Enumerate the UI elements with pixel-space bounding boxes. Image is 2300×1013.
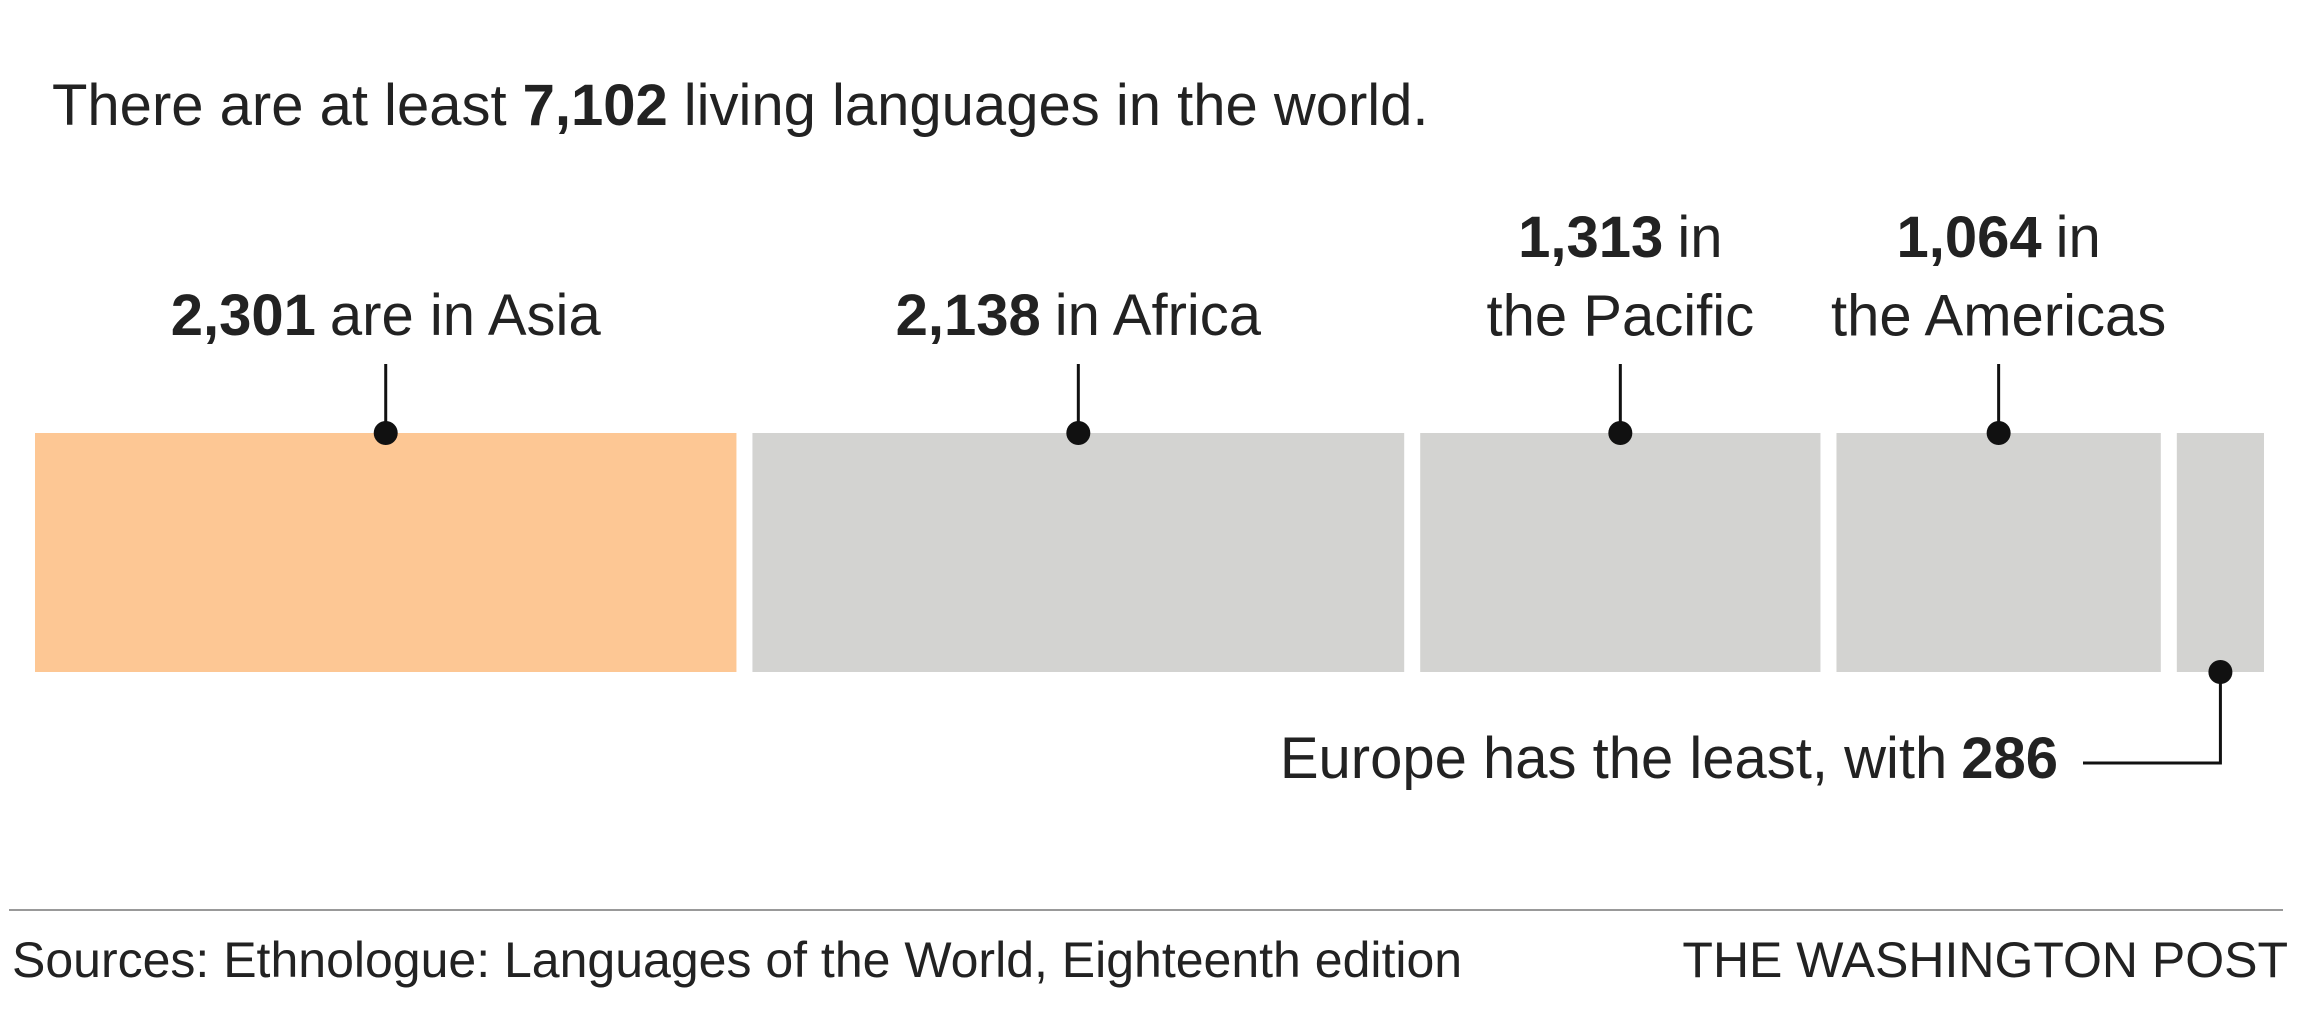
value-label: 2,138 xyxy=(896,283,1041,348)
value-label: 2,301 xyxy=(171,283,316,348)
leader-dot xyxy=(1986,421,2011,445)
chart-title: There are at least 7,102 living languages … xyxy=(52,73,1429,138)
leader-line xyxy=(2083,672,2222,765)
bar-segment xyxy=(1420,433,1821,672)
annotation: Europe has the least, with 286 xyxy=(1280,726,2058,791)
value-label: 286 xyxy=(1961,726,2058,791)
source: Sources: Ethnologue: Languages of the Wo… xyxy=(12,932,1462,988)
leader-dot xyxy=(2208,660,2233,684)
title-text: There are at least xyxy=(52,73,507,138)
value-label: 1,313 xyxy=(1518,205,1663,270)
annotation-text: the Pacific xyxy=(1487,283,1755,348)
annotation-text: in xyxy=(1677,205,1722,270)
annotation: 2,138 in Africa xyxy=(896,283,1262,348)
leader-dot xyxy=(1608,421,1633,445)
bar-segment xyxy=(2176,433,2264,672)
credit: THE WASHINGTON POST xyxy=(1682,932,2288,988)
bar-segment xyxy=(1836,433,2161,672)
annotation: 1,064 in xyxy=(1896,205,2100,270)
leader-dot xyxy=(373,421,398,445)
annotation: 2,301 are in Asia xyxy=(171,283,602,348)
bar-segment xyxy=(35,433,737,672)
bar-segment xyxy=(752,433,1405,672)
leader-dot xyxy=(1066,421,1091,445)
annotation-text: Europe has the least, with xyxy=(1280,726,1947,791)
annotation-text: are in Asia xyxy=(330,283,602,348)
annotation-text: in Africa xyxy=(1055,283,1262,348)
total-label: 7,102 xyxy=(523,73,668,138)
annotation-text: the Americas xyxy=(1831,283,2166,348)
value-label: 1,064 xyxy=(1896,205,2041,270)
title-text: living languages in the world. xyxy=(684,73,1429,138)
annotation-text: in xyxy=(2056,205,2101,270)
annotation: 1,313 in xyxy=(1518,205,1722,270)
